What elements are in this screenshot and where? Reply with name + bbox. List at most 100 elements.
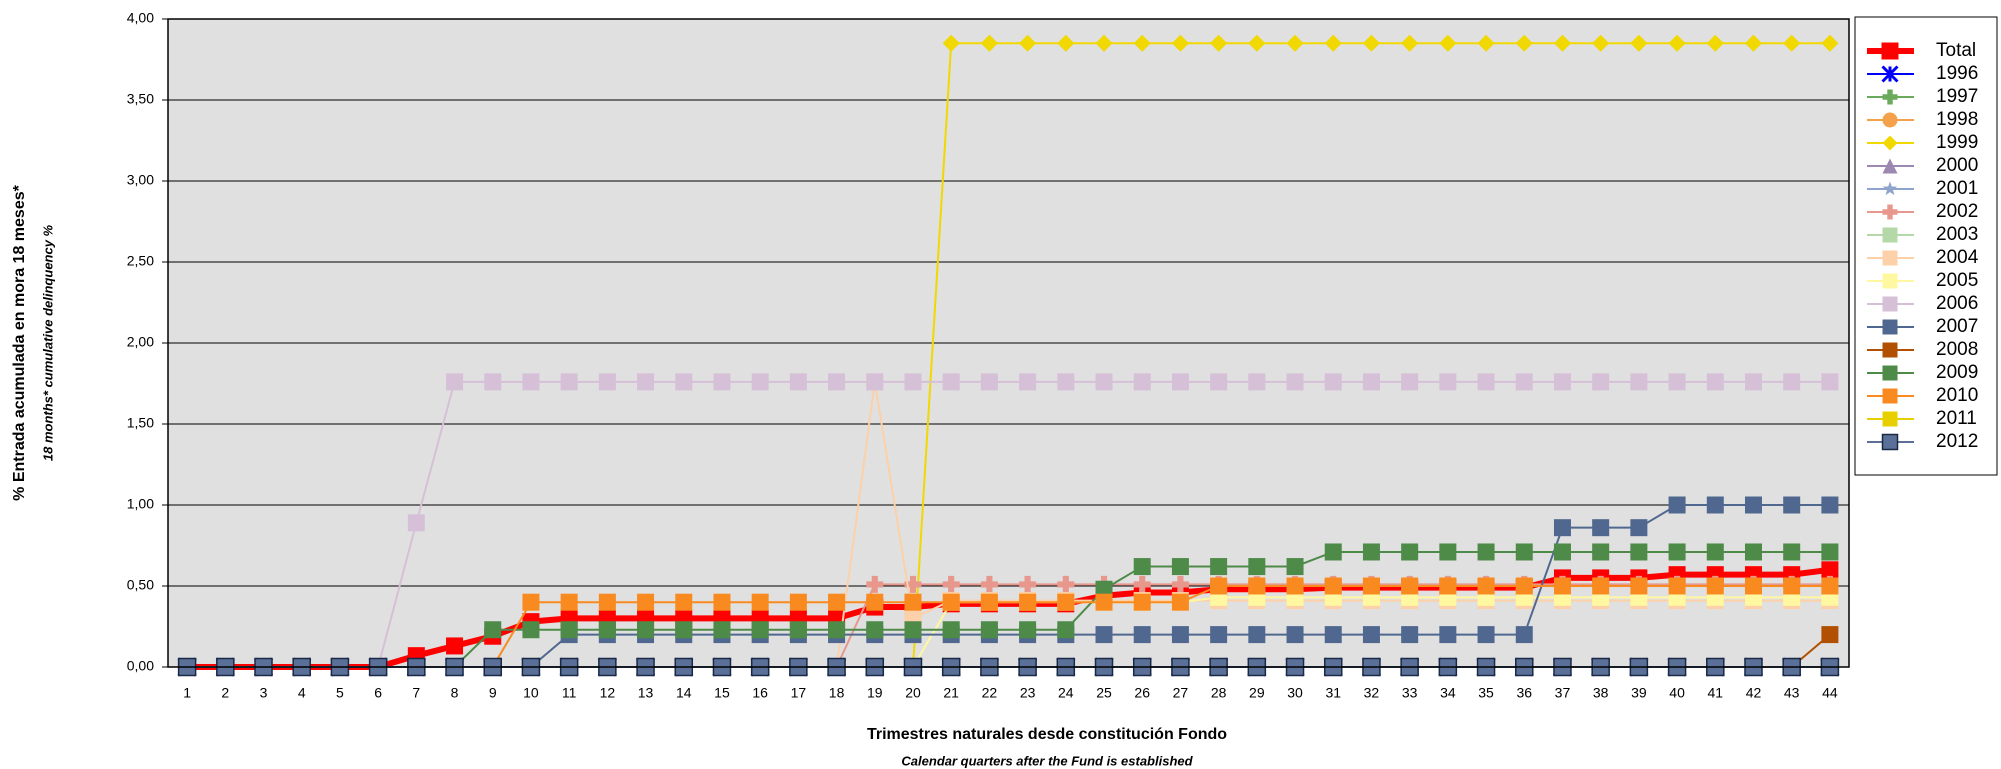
marker [1821,577,1839,595]
x-tick-label: 23 [1020,685,1036,701]
marker [980,621,998,639]
x-tick-label: 12 [600,685,616,701]
marker [1171,373,1189,391]
y-tick-label: 0,50 [127,577,154,593]
marker [1882,365,1898,381]
marker [1668,34,1686,52]
marker [1821,496,1839,514]
marker [1515,34,1533,52]
marker [1439,577,1457,595]
marker [866,593,884,611]
marker [1324,34,1342,52]
marker [1401,373,1419,391]
marker [1783,496,1801,514]
marker [1553,519,1571,537]
marker [1592,519,1610,537]
marker [407,514,425,532]
x-tick-label: 41 [1707,685,1723,701]
marker [1744,543,1762,561]
x-tick-label: 17 [791,685,807,701]
x-tick-label: 14 [676,685,692,701]
marker [1019,575,1037,593]
marker [1362,373,1380,391]
marker [1706,373,1724,391]
marker [1882,89,1898,105]
x-tick-label: 9 [489,685,497,701]
marker [1057,373,1075,391]
x-axis-title: Trimestres naturales desde constitución … [867,726,1227,743]
marker [1439,34,1457,52]
marker [1477,34,1495,52]
x-tick-label: 24 [1058,685,1074,701]
marker [1439,373,1457,391]
marker [1401,626,1419,644]
marker [1592,577,1610,595]
marker [1630,543,1648,561]
marker [1881,433,1899,451]
marker [1439,543,1457,561]
marker [1362,626,1380,644]
marker [675,621,693,639]
x-tick-label: 26 [1134,685,1150,701]
marker [751,593,769,611]
x-tick-label: 40 [1669,685,1685,701]
marker [1821,543,1839,561]
marker [1515,373,1533,391]
marker [942,593,960,611]
x-tick-label: 10 [523,685,539,701]
marker [1210,577,1228,595]
y-axis-title: % Entrada acumulada en mora 18 meses* [11,184,28,500]
x-tick-label: 35 [1478,685,1494,701]
marker [560,373,578,391]
marker [789,621,807,639]
marker [1286,577,1304,595]
marker [1668,496,1686,514]
y-tick-label: 3,50 [127,91,154,107]
y-tick-label: 4,00 [127,10,154,26]
legend: Total19961997199819992000200120022003200… [1867,40,1979,452]
marker [1553,577,1571,595]
marker [1882,273,1898,289]
x-tick-label: 32 [1364,685,1380,701]
marker [1248,373,1266,391]
marker [1324,577,1342,595]
marker [1706,496,1724,514]
legend-label: 2002 [1936,201,1978,222]
marker [1553,543,1571,561]
marker [1630,519,1648,537]
marker [1248,626,1266,644]
x-tick-label: 31 [1325,685,1341,701]
marker [1019,593,1037,611]
y-tick-label: 1,50 [127,415,154,431]
marker [942,575,960,593]
marker [522,621,540,639]
marker [1210,373,1228,391]
x-tick-label: 5 [336,685,344,701]
marker [1882,112,1898,128]
legend-label: 2009 [1936,362,1978,383]
x-tick-label: 11 [562,685,577,701]
marker [1171,626,1189,644]
marker [1286,373,1304,391]
x-tick-label: 16 [752,685,768,701]
legend-label: Total [1936,40,1976,61]
marker [1668,543,1686,561]
marker [828,621,846,639]
marker [1882,319,1898,335]
marker [1324,626,1342,644]
marker [904,373,922,391]
marker [713,593,731,611]
marker [1133,34,1151,52]
x-tick-label: 15 [714,685,730,701]
marker [1477,373,1495,391]
marker [904,593,922,611]
marker [866,575,884,593]
marker [637,593,655,611]
marker [1095,593,1113,611]
marker [1706,577,1724,595]
marker [1133,593,1151,611]
marker [980,575,998,593]
x-tick-label: 19 [867,685,883,701]
legend-label: 1999 [1936,132,1978,153]
